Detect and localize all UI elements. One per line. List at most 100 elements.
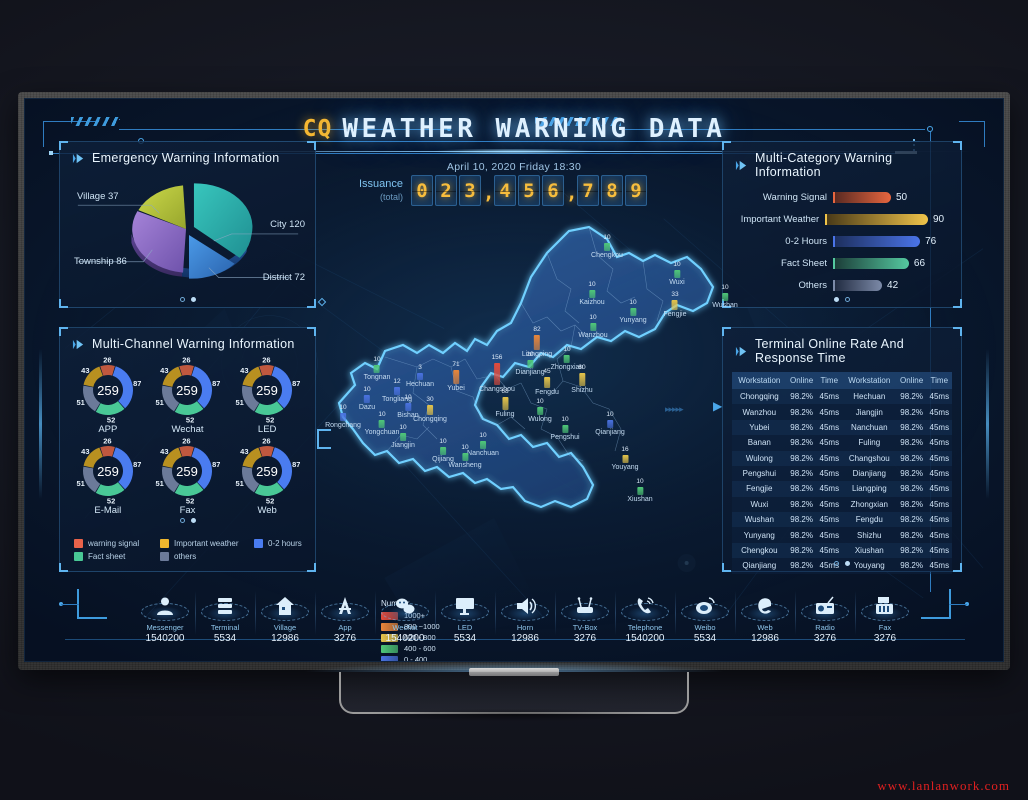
channel-name: Weibo bbox=[694, 623, 716, 632]
svg-text:52: 52 bbox=[266, 415, 274, 423]
map-city-yubei[interactable]: 71 Yubei bbox=[447, 361, 465, 392]
channel-item-app[interactable]: App 3276 bbox=[317, 591, 373, 644]
multichannel-legend: warning signal Important weather 0-2 hou… bbox=[74, 539, 305, 561]
table-cell: 45ms bbox=[819, 469, 840, 479]
multichannel-pager[interactable] bbox=[60, 518, 315, 523]
table-row[interactable]: Chongqing 98.2% 45ms Hechuan 98.2% 45ms bbox=[732, 389, 952, 405]
map-city-hechuan[interactable]: 3 Hechuan bbox=[406, 364, 434, 388]
map-city-wansheng[interactable]: 10 Wansheng bbox=[448, 444, 481, 469]
map-city-youyang[interactable]: 16 Youyang bbox=[611, 446, 639, 472]
channel-item-radio[interactable]: Radio 3276 bbox=[797, 591, 853, 644]
map-city-chongqing[interactable]: 30 Chongqing bbox=[413, 396, 447, 423]
channel-name: Messenger bbox=[146, 623, 184, 632]
city-bar bbox=[544, 376, 550, 389]
play-chevron-icon bbox=[735, 346, 747, 356]
terminal-pager[interactable] bbox=[723, 561, 961, 566]
city-bar bbox=[722, 292, 728, 301]
table-row[interactable]: Fengjie 98.2% 45ms Liangping 98.2% 45ms bbox=[732, 481, 952, 497]
map-city-fuling[interactable]: 68 Fuling bbox=[495, 388, 514, 419]
table-row[interactable]: Yunyang 98.2% 45ms Shizhu 98.2% 45ms bbox=[732, 527, 952, 543]
map-city-qijiang[interactable]: 10 Qijiang bbox=[432, 438, 454, 463]
donut-fax[interactable]: 87 52 51 43 26 259 Fax bbox=[148, 438, 228, 516]
map-city-zhongxian[interactable]: 10 Zhongxian bbox=[551, 346, 584, 371]
table-row[interactable]: Chengkou 98.2% 45ms Xiushan 98.2% 45ms bbox=[732, 542, 952, 559]
channel-value: 1540200 bbox=[145, 633, 185, 644]
table-row[interactable]: Yubei 98.2% 45ms Nanchuan 98.2% 45ms bbox=[732, 419, 952, 436]
map-city-pengshui[interactable]: 10 Pengshui bbox=[550, 416, 579, 441]
map-city-xiushan[interactable]: 10 Xiushan bbox=[627, 478, 652, 503]
pager-dot[interactable] bbox=[190, 518, 196, 523]
map-city-wulong[interactable]: 10 Wulong bbox=[528, 398, 552, 423]
map-city-fengjie[interactable]: 33 Fengjie bbox=[663, 291, 687, 319]
table-body: Chongqing 98.2% 45ms Hechuan 98.2% 45ms Wanzho… bbox=[732, 389, 952, 574]
map-city-nanchuan[interactable]: 10 Nanchuan bbox=[467, 432, 499, 457]
map-city-liangping[interactable]: 82 Liangping bbox=[522, 326, 552, 359]
donut-wechat[interactable]: 87 52 51 43 26 259 Wechat bbox=[148, 357, 228, 435]
map-city-rongchang[interactable]: 10 Rongchang bbox=[325, 404, 361, 429]
channel-item-village[interactable]: Village 12986 bbox=[257, 591, 313, 644]
map-city-dazu[interactable]: 10 Dazu bbox=[359, 386, 375, 411]
map-city-chengkou[interactable]: 10 Chengkou bbox=[591, 234, 623, 259]
channel-item-led[interactable]: LED 5534 bbox=[437, 591, 493, 644]
channel-value: 12986 bbox=[511, 633, 539, 644]
donut-e-mail[interactable]: 87 52 51 43 26 259 E-Mail bbox=[68, 438, 148, 516]
svg-text:87: 87 bbox=[292, 460, 300, 469]
map-city-wushan[interactable]: 10 Wushan bbox=[712, 284, 738, 309]
panel-title: Multi-Channel Warning Information bbox=[92, 337, 295, 351]
map-city-changshou[interactable]: 156 Changshou bbox=[479, 354, 515, 393]
map-city-wanzhou[interactable]: 10 Wanzhou bbox=[578, 314, 607, 339]
table-row[interactable]: Pengshui 98.2% 45ms Dianjiang 98.2% 45ms bbox=[732, 465, 952, 482]
map-city-jiangjin[interactable]: 10 Jiangjin bbox=[391, 424, 415, 449]
donut-app[interactable]: 87 52 51 43 26 259 APP bbox=[68, 357, 148, 435]
channel-item-messenger[interactable]: Messenger 1540200 bbox=[137, 591, 193, 644]
table-cell: 45ms bbox=[929, 530, 950, 540]
city-name: Youyang bbox=[611, 464, 639, 472]
channel-item-web[interactable]: Web 12986 bbox=[737, 591, 793, 644]
map-city-bishan[interactable]: 10 Bishan bbox=[397, 394, 418, 419]
channel-item-telephone[interactable]: Telephone 1540200 bbox=[617, 591, 673, 644]
channel-item-weibo[interactable]: Weibo 5534 bbox=[677, 591, 733, 644]
channel-item-horn[interactable]: Horn 12986 bbox=[497, 591, 553, 644]
legend-label: others bbox=[174, 552, 197, 561]
donut-web[interactable]: 87 52 51 43 26 259 Web bbox=[227, 438, 307, 516]
pager-dot[interactable] bbox=[179, 518, 185, 523]
emergency-pager[interactable] bbox=[60, 297, 315, 302]
table-row[interactable]: Wuxi 98.2% 45ms Zhongxian 98.2% 45ms bbox=[732, 496, 952, 512]
map-city-kaizhou[interactable]: 10 Kaizhou bbox=[579, 281, 604, 306]
pager-dot[interactable] bbox=[190, 297, 196, 302]
chongqing-map[interactable]: 10 Chengkou 10 Wuxi 10 Wushan 10 Kaizhou… bbox=[325, 217, 738, 661]
pager-dot[interactable] bbox=[834, 297, 839, 302]
map-city-yunyang[interactable]: 10 Yunyang bbox=[619, 299, 646, 324]
channel-item-terminal[interactable]: Terminal 5534 bbox=[197, 591, 253, 644]
svg-text:52: 52 bbox=[107, 496, 115, 504]
table-row[interactable]: Wanzhou 98.2% 45ms Jiangjin 98.2% 45ms bbox=[732, 404, 952, 420]
map-city-fengdu[interactable]: 45 Fengdu bbox=[535, 368, 559, 397]
play-chevron-icon bbox=[735, 160, 747, 170]
channel-item-wechat[interactable]: Wechat 1540200 bbox=[377, 591, 433, 644]
table-row[interactable]: Qianjiang 98.2% 45ms Youyang 98.2% 45ms bbox=[732, 558, 952, 574]
pager-dot[interactable] bbox=[845, 561, 850, 566]
table-cell: 98.2% bbox=[790, 515, 813, 525]
channel-item-tv-box[interactable]: TV-Box 3276 bbox=[557, 591, 613, 644]
map-city-tongliang[interactable]: 12 Tongliang bbox=[382, 378, 412, 403]
pager-dot[interactable] bbox=[179, 297, 185, 302]
pager-dot[interactable] bbox=[845, 297, 850, 302]
map-city-dianjiang[interactable]: 10 Dianjiang bbox=[515, 351, 544, 376]
map-city-qianjiang[interactable]: 10 Qianjiang bbox=[595, 411, 625, 436]
pager-dot[interactable] bbox=[834, 561, 839, 566]
table-row[interactable]: Wushan 98.2% 45ms Fengdu 98.2% 45ms bbox=[732, 512, 952, 528]
map-city-wuxi[interactable]: 10 Wuxi bbox=[669, 261, 684, 286]
city-value: 3 bbox=[418, 364, 422, 371]
channel-item-fax[interactable]: Fax 3276 bbox=[857, 591, 913, 644]
map-city-yongchuan[interactable]: 10 Yongchuan bbox=[365, 411, 400, 436]
channel-name: Wechat bbox=[392, 623, 418, 632]
donut-led[interactable]: 87 52 51 43 26 259 LED bbox=[227, 357, 307, 435]
category-row: Fact Sheet 66 bbox=[731, 258, 951, 269]
table-row[interactable]: Wulong 98.2% 45ms Changshou 98.2% 45ms bbox=[732, 450, 952, 466]
map-city-shizhu[interactable]: 60 Shizhu bbox=[571, 364, 592, 394]
city-name: Fengjie bbox=[663, 310, 687, 318]
map-city-tongnan[interactable]: 10 Tongnan bbox=[364, 356, 391, 381]
table-row[interactable]: Banan 98.2% 45ms Fuling 98.2% 45ms bbox=[732, 435, 952, 451]
category-pager[interactable] bbox=[723, 297, 961, 302]
issuance-digit: 7 bbox=[577, 175, 600, 206]
